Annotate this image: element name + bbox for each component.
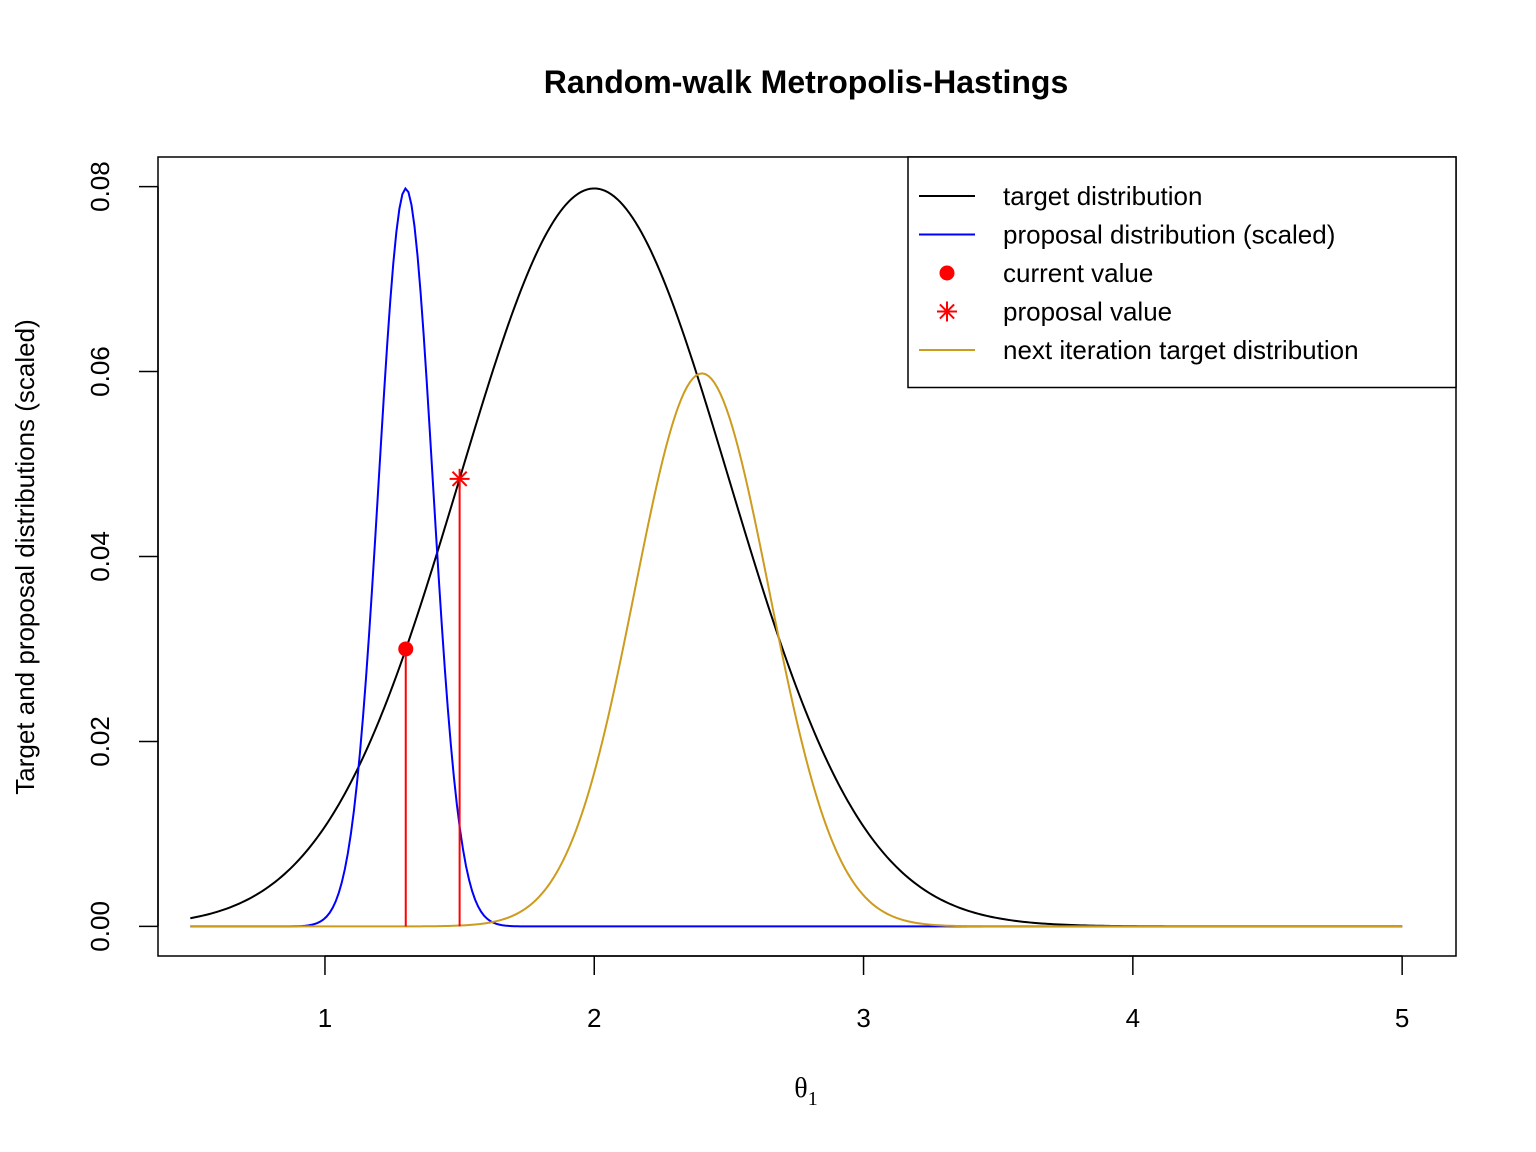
x-tick-label: 5 xyxy=(1395,1003,1409,1033)
y-tick-label: 0.02 xyxy=(85,716,115,767)
y-tick-label: 0.04 xyxy=(85,531,115,582)
asterisk-stroke xyxy=(451,471,468,487)
legend: target distribution proposal distribution… xyxy=(907,156,1457,389)
legend-swatch-current-value xyxy=(939,265,955,281)
x-tick-label: 1 xyxy=(318,1003,332,1033)
legend-box xyxy=(907,156,1457,389)
legend-label-current-value: current value xyxy=(1003,258,1153,288)
legend-label-proposal-value: proposal value xyxy=(1003,297,1172,327)
chart-title: Random-walk Metropolis-Hastings xyxy=(544,64,1069,100)
y-axis: 0.00 0.02 0.04 0.06 0.08 xyxy=(85,161,159,952)
y-tick-label: 0.08 xyxy=(85,161,115,212)
y-tick-label: 0.00 xyxy=(85,901,115,952)
legend-label-next-iteration-target-distribution: next iteration target distribution xyxy=(1003,335,1359,365)
x-tick-label: 4 xyxy=(1126,1003,1140,1033)
x-tick-label: 2 xyxy=(587,1003,601,1033)
asterisk-stroke xyxy=(939,303,955,320)
current-value-point xyxy=(398,641,414,657)
legend-swatch-proposal-value xyxy=(937,301,957,322)
y-tick-label: 0.06 xyxy=(85,346,115,397)
series-layer xyxy=(190,186,1403,928)
x-axis-label-symbol: θ xyxy=(794,1073,807,1104)
next-iteration-target-distribution-curve xyxy=(190,372,1403,928)
y-axis-label: Target and proposal distributions (scale… xyxy=(10,319,40,794)
legend-label-target-distribution: target distribution xyxy=(1003,181,1202,211)
x-axis-label: θ1 xyxy=(794,1073,817,1110)
proposal-value-point xyxy=(449,468,470,489)
points-layer xyxy=(398,468,470,927)
x-axis: 1 2 3 4 5 xyxy=(318,955,1409,1033)
x-axis-label-subscript: 1 xyxy=(808,1088,818,1110)
x-tick-label: 3 xyxy=(856,1003,870,1033)
legend-label-proposal-distribution-scaled: proposal distribution (scaled) xyxy=(1003,220,1335,250)
